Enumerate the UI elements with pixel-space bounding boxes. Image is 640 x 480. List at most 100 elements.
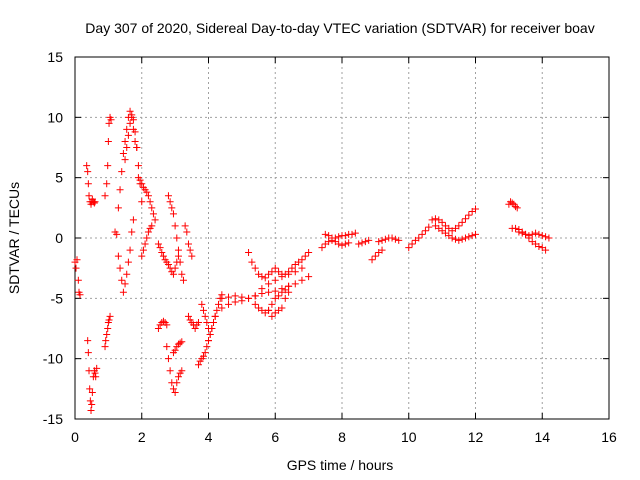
data-point	[431, 215, 439, 223]
data-point	[113, 230, 121, 238]
data-point	[184, 240, 192, 248]
data-point	[139, 246, 147, 254]
data-point	[268, 300, 276, 308]
x-tick-label: 12	[468, 429, 484, 445]
data-point	[199, 306, 207, 314]
data-point	[321, 230, 329, 238]
data-point	[129, 216, 137, 224]
data-point	[146, 198, 154, 206]
data-point	[251, 264, 259, 272]
data-point	[215, 300, 223, 308]
data-point	[169, 210, 177, 218]
data-point	[455, 222, 463, 230]
data-point	[258, 285, 266, 293]
data-point	[191, 325, 199, 332]
data-point	[465, 233, 473, 241]
data-point	[245, 294, 253, 302]
data-point	[298, 264, 306, 272]
data-point	[128, 228, 136, 236]
data-point	[106, 312, 114, 320]
data-point	[371, 252, 379, 260]
data-point	[225, 293, 233, 301]
data-point	[126, 246, 134, 254]
data-point	[355, 240, 363, 248]
x-axis-label: GPS time / hours	[287, 457, 394, 473]
data-point	[169, 385, 177, 393]
data-point	[143, 234, 151, 242]
data-point	[378, 236, 386, 244]
data-point	[341, 232, 349, 240]
data-point	[285, 282, 293, 290]
data-point	[86, 397, 94, 405]
data-point	[151, 216, 159, 224]
y-tick-label: -5	[51, 290, 64, 306]
data-point	[271, 287, 279, 295]
data-point	[118, 276, 126, 284]
data-point	[121, 156, 129, 164]
data-point	[515, 228, 523, 236]
data-point	[174, 246, 182, 254]
data-point	[298, 256, 306, 264]
series-dip_c	[169, 338, 186, 357]
data-point	[124, 131, 132, 139]
data-point	[84, 349, 92, 357]
x-tick-label: 10	[401, 429, 417, 445]
y-tick-label: 10	[47, 109, 63, 125]
data-point	[148, 222, 156, 230]
data-point	[532, 229, 540, 237]
data-point	[391, 235, 399, 243]
data-point	[103, 180, 111, 188]
data-point	[378, 246, 386, 254]
data-point	[305, 248, 313, 256]
data-point	[525, 232, 533, 240]
series-mid_e	[181, 222, 196, 260]
data-point	[305, 273, 313, 281]
data-point	[328, 234, 336, 242]
data-point	[205, 337, 212, 345]
data-point	[114, 252, 122, 260]
data-point	[341, 240, 349, 248]
x-tick-label: 6	[271, 429, 279, 445]
data-point	[408, 240, 416, 248]
data-point	[133, 144, 141, 151]
data-point	[405, 244, 413, 252]
data-point	[381, 235, 389, 243]
data-point	[164, 192, 172, 200]
data-point	[138, 198, 146, 206]
data-point	[114, 204, 122, 212]
data-point	[194, 361, 202, 369]
data-point	[128, 111, 136, 119]
data-point	[159, 252, 167, 260]
data-point	[83, 162, 91, 170]
data-point	[171, 222, 179, 230]
data-point	[134, 162, 142, 170]
data-point	[101, 343, 109, 351]
data-point	[86, 385, 94, 393]
data-points	[71, 107, 553, 415]
y-tick-label: -15	[43, 411, 63, 427]
series-late_h	[375, 234, 403, 246]
data-point	[465, 211, 473, 219]
data-point	[87, 407, 95, 415]
data-point	[201, 312, 209, 320]
data-point	[171, 346, 179, 354]
data-point	[166, 198, 174, 206]
data-point	[121, 280, 129, 288]
data-point	[104, 325, 112, 332]
x-tick-label: 16	[601, 429, 617, 445]
data-point	[149, 210, 157, 218]
series-dip_b	[163, 343, 186, 396]
data-point	[163, 321, 171, 329]
data-point	[245, 248, 253, 256]
series-dip_a	[154, 317, 171, 332]
data-point	[210, 318, 218, 326]
data-point	[451, 235, 459, 243]
data-point	[368, 256, 376, 264]
data-point	[271, 276, 279, 284]
data-point	[351, 229, 359, 237]
data-point	[261, 274, 269, 282]
data-point	[138, 252, 146, 260]
x-tick-label: 4	[205, 429, 213, 445]
data-point	[365, 236, 373, 244]
